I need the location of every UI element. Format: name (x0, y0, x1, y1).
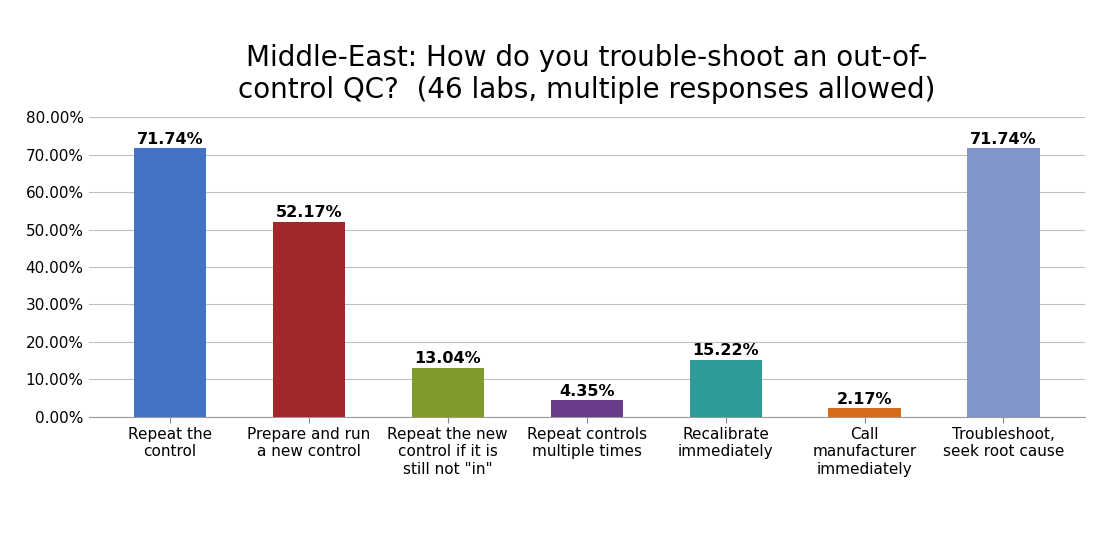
Bar (690, 359, 762, 417)
Bar (828, 409, 901, 417)
Text: 15.22%: 15.22% (692, 343, 759, 358)
Bar (968, 148, 1039, 417)
Bar (134, 148, 206, 417)
Bar (412, 368, 484, 417)
Text: 71.74%: 71.74% (970, 132, 1037, 147)
Text: 13.04%: 13.04% (414, 351, 482, 366)
Text: 4.35%: 4.35% (559, 384, 614, 399)
Text: 2.17%: 2.17% (837, 392, 892, 407)
Title: Middle-East: How do you trouble-shoot an out-of-
control QC?  (46 labs, multiple: Middle-East: How do you trouble-shoot an… (238, 44, 935, 104)
Text: 52.17%: 52.17% (276, 205, 342, 220)
Text: 71.74%: 71.74% (136, 132, 204, 147)
Bar (550, 400, 623, 417)
Bar (272, 222, 345, 417)
